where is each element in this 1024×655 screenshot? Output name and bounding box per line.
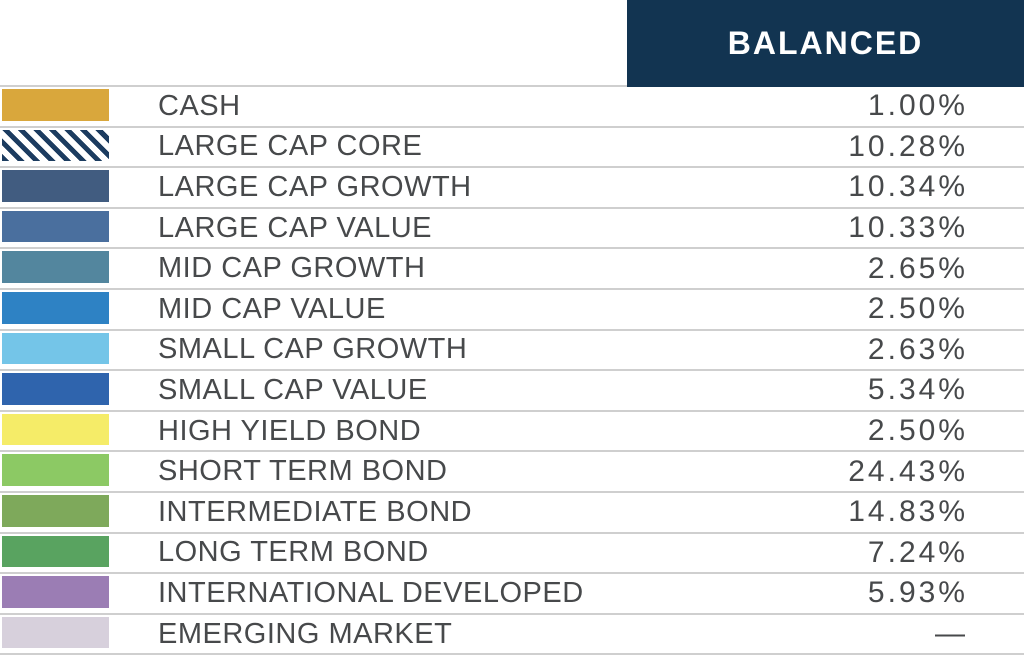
asset-allocation-value: 2.65%	[867, 251, 968, 285]
table-row: SMALL CAP GROWTH 2.63%	[0, 331, 1024, 372]
asset-name: CASH	[158, 89, 241, 122]
asset-allocation-value: 10.34%	[848, 170, 968, 204]
table-row: EMERGING MARKET —	[0, 615, 1024, 655]
asset-name: LONG TERM BOND	[158, 536, 429, 569]
table-row: LONG TERM BOND 7.24%	[0, 534, 1024, 575]
asset-allocation-value: 10.33%	[848, 211, 968, 245]
asset-name: LARGE CAP GROWTH	[158, 170, 472, 203]
asset-name: INTERNATIONAL DEVELOPED	[158, 576, 584, 609]
asset-color-swatch	[2, 454, 109, 486]
asset-allocation-value: 2.63%	[867, 332, 968, 366]
asset-name: HIGH YIELD BOND	[158, 414, 422, 447]
asset-color-swatch	[2, 291, 109, 324]
table-row: CASH 1.00%	[0, 87, 1024, 128]
asset-color-swatch	[2, 332, 109, 365]
asset-name: LARGE CAP VALUE	[158, 211, 432, 244]
asset-allocation-value: 1.00%	[867, 89, 968, 123]
asset-color-swatch	[2, 576, 109, 608]
asset-name: SMALL CAP GROWTH	[158, 333, 468, 366]
table-row: INTERNATIONAL DEVELOPED 5.93%	[0, 574, 1024, 615]
table-row: HIGH YIELD BOND 2.50%	[0, 412, 1024, 453]
asset-color-swatch	[2, 535, 109, 568]
asset-name: SHORT TERM BOND	[158, 455, 448, 488]
table-row: MID CAP GROWTH 2.65%	[0, 249, 1024, 290]
asset-allocation-value: 2.50%	[867, 292, 968, 326]
asset-allocation-value: 24.43%	[848, 454, 968, 488]
asset-name: LARGE CAP CORE	[158, 130, 423, 163]
asset-name: MID CAP VALUE	[158, 292, 386, 325]
asset-allocation-value: 5.93%	[867, 576, 968, 610]
table-row: SHORT TERM BOND 24.43%	[0, 452, 1024, 493]
asset-allocation-value: 14.83%	[848, 495, 968, 529]
asset-color-swatch	[2, 373, 109, 405]
asset-allocation-value: —	[935, 617, 968, 651]
table-row: LARGE CAP GROWTH 10.34%	[0, 168, 1024, 209]
asset-allocation-value: 7.24%	[867, 535, 968, 569]
asset-allocation-value: 5.34%	[867, 373, 968, 407]
asset-color-swatch	[2, 210, 109, 243]
column-header-balanced: BALANCED	[627, 0, 1024, 87]
table-row: INTERMEDIATE BOND 14.83%	[0, 493, 1024, 534]
asset-color-swatch	[2, 129, 109, 162]
asset-color-swatch	[2, 616, 109, 649]
asset-color-swatch	[2, 494, 109, 527]
table-row: MID CAP VALUE 2.50%	[0, 290, 1024, 331]
asset-color-swatch	[2, 89, 109, 121]
asset-name: INTERMEDIATE BOND	[158, 495, 473, 528]
column-header-label: BALANCED	[727, 25, 924, 61]
asset-name: SMALL CAP VALUE	[158, 373, 428, 406]
asset-allocation-value: 2.50%	[867, 414, 968, 448]
allocation-rows: CASH 1.00% LARGE CAP CORE 10.28% LARGE C…	[0, 85, 1024, 655]
table-row: LARGE CAP VALUE 10.33%	[0, 209, 1024, 250]
asset-name: MID CAP GROWTH	[158, 252, 426, 285]
table-row: SMALL CAP VALUE 5.34%	[0, 371, 1024, 412]
asset-name: EMERGING MARKET	[158, 617, 453, 650]
asset-color-swatch	[2, 251, 109, 283]
asset-allocation-value: 10.28%	[848, 129, 968, 163]
asset-color-swatch	[2, 170, 109, 202]
asset-color-swatch	[2, 413, 109, 446]
table-row: LARGE CAP CORE 10.28%	[0, 128, 1024, 169]
